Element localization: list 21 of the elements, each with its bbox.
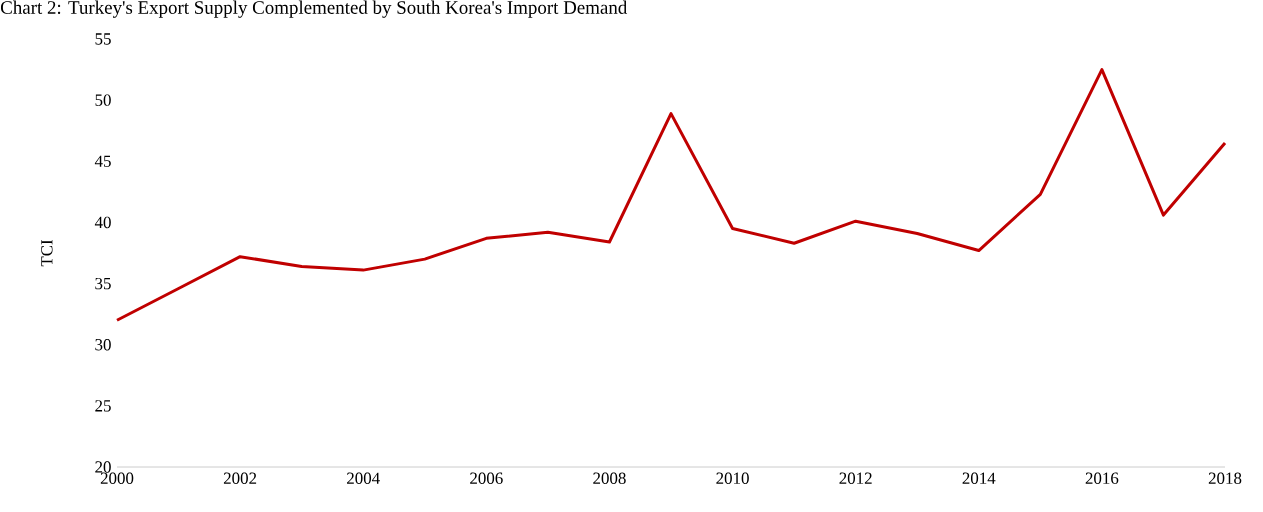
y-tick-label: 55 [95, 33, 111, 45]
x-tick-label: 2004 [347, 472, 380, 484]
x-tick-label: 2014 [962, 472, 996, 484]
y-tick-label: 20 [95, 461, 111, 473]
x-tick-label: 2010 [716, 472, 749, 484]
y-tick-label: 35 [95, 277, 111, 290]
x-tick-label: 2002 [223, 472, 257, 484]
x-tick-label: 2008 [593, 472, 626, 484]
line-series [115, 68, 1227, 322]
y-tick-label: 50 [95, 94, 111, 106]
x-tick-label: 2016 [1085, 472, 1119, 484]
chart-title: Chart 2: Turkey's Export Supply Complemented by South Korea's Import Demand [0, 0, 628, 18]
x-tick-label: 2018 [1208, 472, 1242, 484]
x-tick-label: 2006 [470, 472, 503, 484]
y-tick-label: 30 [95, 339, 111, 351]
y-tick-label: 45 [94, 155, 111, 167]
y-axis-title: TCI [41, 239, 53, 267]
y-tick-label: 40 [94, 216, 111, 229]
y-tick-label: 25 [95, 400, 111, 412]
x-tick-label: 2012 [839, 472, 872, 484]
x-tick-label: 2000 [100, 472, 134, 484]
